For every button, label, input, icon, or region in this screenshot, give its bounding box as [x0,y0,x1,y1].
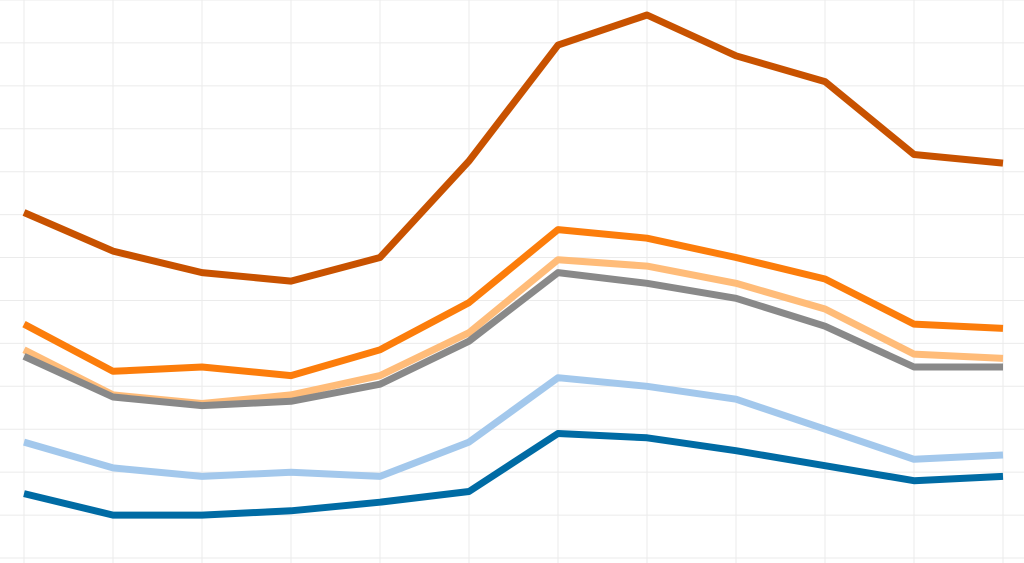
series-line-3 [22,256,1004,407]
plot-area [22,11,1004,519]
series-line-5 [23,374,1004,480]
series-line-6 [23,430,1004,519]
series-line-2 [22,226,1004,380]
series-line-4 [22,269,1003,410]
series-line-1 [22,11,1004,285]
